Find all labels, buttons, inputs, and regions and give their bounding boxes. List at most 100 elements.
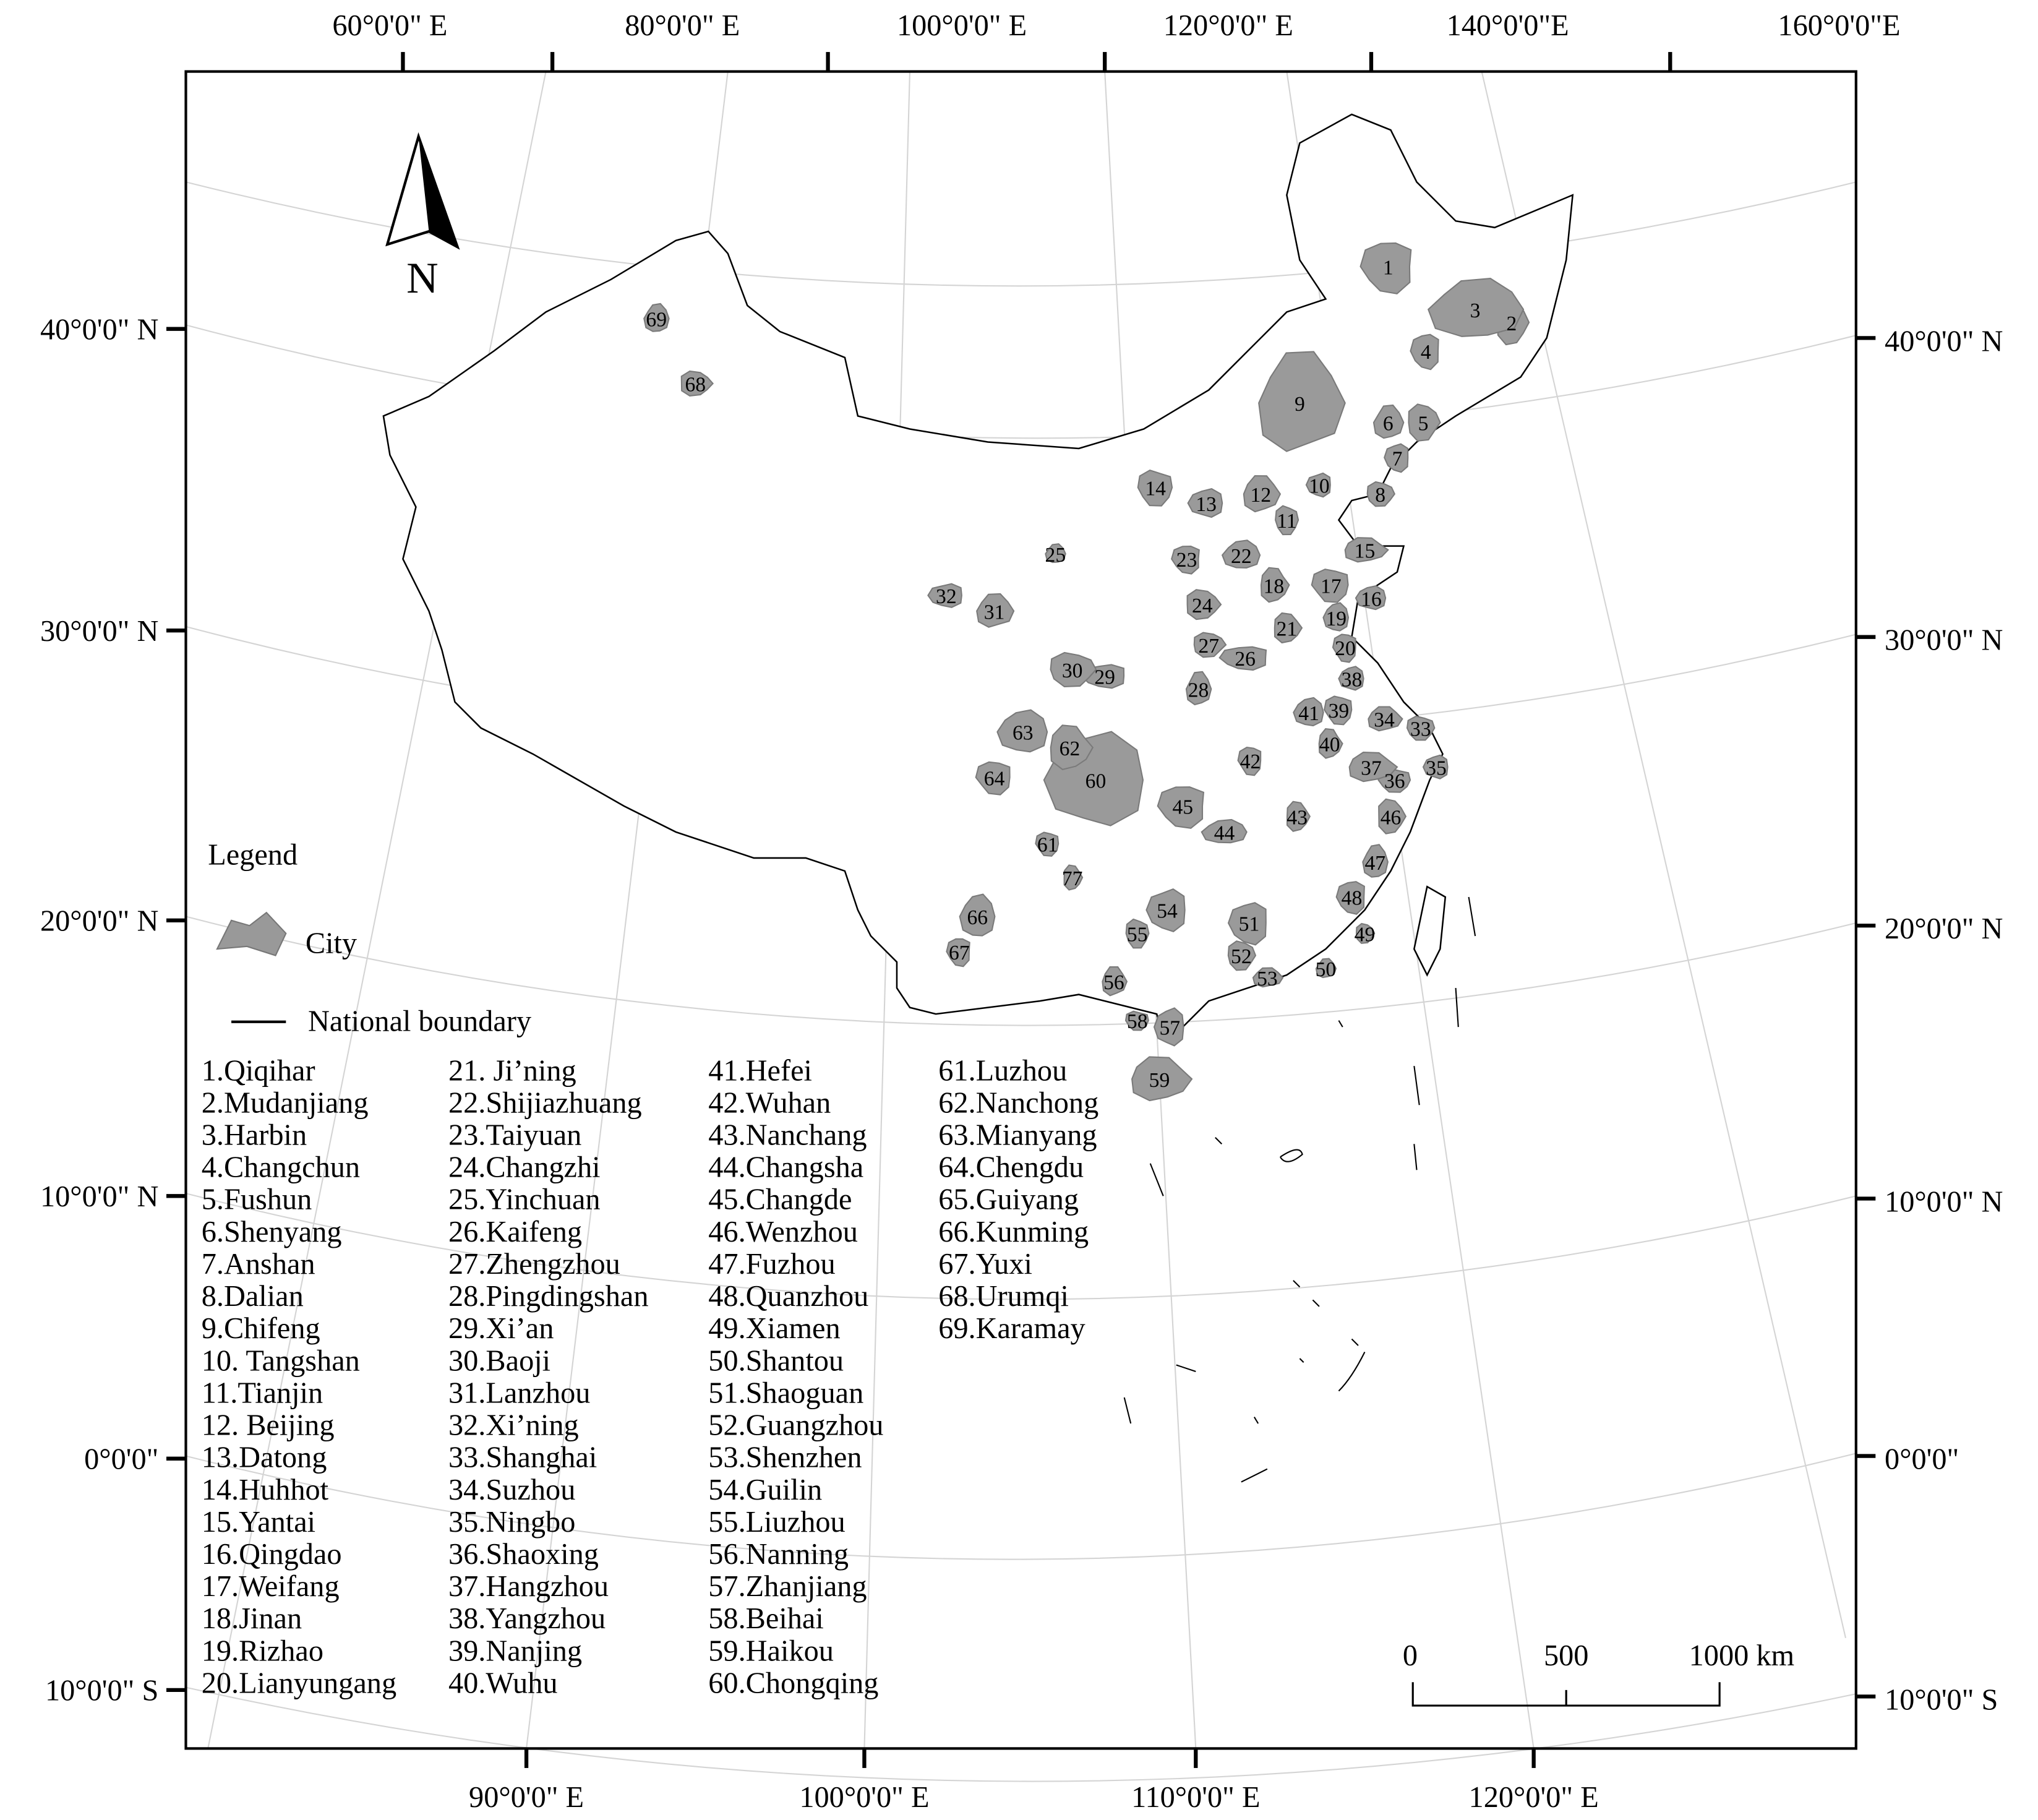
city-area bbox=[1359, 242, 1412, 294]
city-area bbox=[1227, 902, 1267, 946]
city-map-label: 49 bbox=[1355, 923, 1376, 946]
city-list-item: 60.Chongqing bbox=[708, 1667, 878, 1699]
city-area bbox=[1372, 404, 1405, 439]
city-list-item: 22.Shijiazhuang bbox=[448, 1086, 642, 1119]
city-list-item: 33.Shanghai bbox=[448, 1441, 597, 1474]
city-list-item: 51.Shaoguan bbox=[708, 1376, 863, 1409]
bottom-axis-label: 120°0'0" E bbox=[1469, 1781, 1599, 1814]
city-list-item: 10. Tangshan bbox=[202, 1344, 360, 1377]
city-map-label: 58 bbox=[1127, 1010, 1148, 1033]
city-map-label: 8 bbox=[1375, 484, 1385, 507]
city-map-label: 43 bbox=[1287, 806, 1308, 829]
city-map-label: 24 bbox=[1192, 595, 1213, 617]
city-area bbox=[1153, 1007, 1184, 1047]
city-list-item: 29.Xi’an bbox=[448, 1312, 554, 1345]
city-map-label: 63 bbox=[1013, 722, 1034, 745]
city-list-item: 49.Xiamen bbox=[708, 1312, 840, 1345]
city-map-label: 69 bbox=[646, 308, 667, 331]
city-map-label: 29 bbox=[1094, 666, 1115, 689]
city-area bbox=[1124, 1010, 1149, 1031]
city-list-item: 30.Baoji bbox=[448, 1344, 550, 1377]
city-map-label: 31 bbox=[984, 601, 1005, 624]
top-axis-label: 80°0'0" E bbox=[625, 9, 740, 42]
legend: Legend City National boundary bbox=[208, 838, 531, 1037]
city-list-item: 65.Guiyang bbox=[938, 1183, 1079, 1216]
city-area bbox=[1185, 671, 1212, 706]
top-axis-label: 120°0'0" E bbox=[1163, 9, 1293, 42]
city-area bbox=[1335, 881, 1365, 915]
city-map-label: 41 bbox=[1298, 702, 1319, 725]
city-list-item: 15.Yantai bbox=[202, 1506, 315, 1539]
city-area bbox=[1344, 537, 1389, 563]
city-list-item: 24.Changzhi bbox=[448, 1151, 601, 1184]
city-list-item: 54.Guilin bbox=[708, 1474, 822, 1506]
city-map-label: 32 bbox=[936, 585, 957, 608]
city-map-label: 9 bbox=[1295, 393, 1305, 416]
islands bbox=[1123, 896, 1476, 1483]
city-area bbox=[1193, 632, 1227, 658]
city-list-item: 44.Changsha bbox=[708, 1151, 863, 1184]
city-area bbox=[1243, 475, 1282, 513]
city-list-item: 26.Kaifeng bbox=[448, 1216, 582, 1248]
top-axis-label: 60°0'0" E bbox=[332, 9, 447, 42]
bottom-axis-label: 100°0'0" E bbox=[799, 1781, 929, 1814]
city-map-label: 26 bbox=[1235, 648, 1256, 671]
city-area bbox=[1050, 724, 1094, 770]
city-map-label: 54 bbox=[1157, 900, 1178, 923]
city-map-label: 77 bbox=[1062, 867, 1083, 890]
right-axis-label: 10°0'0" S bbox=[1885, 1683, 1998, 1716]
north-label: N bbox=[406, 254, 439, 303]
city-area bbox=[946, 938, 970, 968]
city-area bbox=[1422, 754, 1449, 779]
city-list-item: 48.Quanzhou bbox=[708, 1280, 868, 1313]
city-area bbox=[1260, 567, 1290, 603]
left-axis-label: 30°0'0" N bbox=[40, 615, 158, 648]
right-axis-label: 40°0'0" N bbox=[1885, 325, 2003, 358]
city-map-label: 52 bbox=[1231, 945, 1252, 968]
city-map-label: 44 bbox=[1214, 822, 1235, 845]
city-map-label: 51 bbox=[1239, 913, 1260, 936]
right-axis-label: 30°0'0" N bbox=[1885, 624, 2003, 657]
city-map-label: 61 bbox=[1037, 833, 1058, 856]
city-list-item: 12. Beijing bbox=[202, 1409, 335, 1442]
city-area bbox=[1275, 505, 1299, 536]
city-list-item: 2.Mudanjiang bbox=[202, 1086, 369, 1119]
city-list-item: 39.Nanjing bbox=[448, 1634, 582, 1667]
city-map-label: 21 bbox=[1277, 618, 1298, 641]
city-map-label: 36 bbox=[1384, 770, 1405, 792]
city-area bbox=[1218, 646, 1267, 671]
city-list-item: 21. Ji’ning bbox=[448, 1054, 576, 1087]
city-area bbox=[1187, 488, 1223, 518]
city-list-item: 18.Jinan bbox=[202, 1602, 302, 1635]
right-axis-label: 10°0'0" N bbox=[1885, 1186, 2003, 1219]
city-area bbox=[680, 370, 714, 397]
city-map-label: 35 bbox=[1426, 757, 1447, 779]
city-map-label: 62 bbox=[1060, 737, 1081, 760]
city-area bbox=[1355, 585, 1387, 611]
top-axis-label: 140°0'0"E bbox=[1447, 9, 1569, 42]
city-area bbox=[1338, 666, 1364, 691]
city-list-item: 40.Wuhu bbox=[448, 1667, 558, 1699]
city-map-label: 13 bbox=[1196, 493, 1217, 516]
city-list-item: 16.Qingdao bbox=[202, 1538, 342, 1571]
city-list-item: 3.Harbin bbox=[202, 1119, 307, 1152]
map-frame bbox=[184, 70, 1857, 1750]
city-list-item: 4.Changchun bbox=[202, 1151, 360, 1184]
city-area bbox=[975, 761, 1011, 796]
city-area bbox=[1410, 333, 1439, 371]
city-area bbox=[1131, 1056, 1193, 1102]
city-map-label: 23 bbox=[1176, 549, 1197, 572]
city-map-label: 59 bbox=[1149, 1069, 1170, 1092]
city-map-label: 60 bbox=[1085, 770, 1107, 792]
city-map-label: 40 bbox=[1319, 734, 1340, 757]
city-list-item: 69.Karamay bbox=[938, 1312, 1085, 1345]
city-list-item: 27.Zhengzhou bbox=[448, 1248, 620, 1281]
city-list-item: 5.Fushun bbox=[202, 1183, 312, 1216]
scale-label: 500 bbox=[1544, 1639, 1589, 1672]
city-list-item: 68.Urumqi bbox=[938, 1280, 1069, 1313]
left-axis-label: 10°0'0" S bbox=[45, 1675, 158, 1707]
city-map-label: 30 bbox=[1062, 659, 1083, 682]
city-area bbox=[1362, 844, 1389, 878]
city-map-label: 33 bbox=[1410, 718, 1431, 740]
